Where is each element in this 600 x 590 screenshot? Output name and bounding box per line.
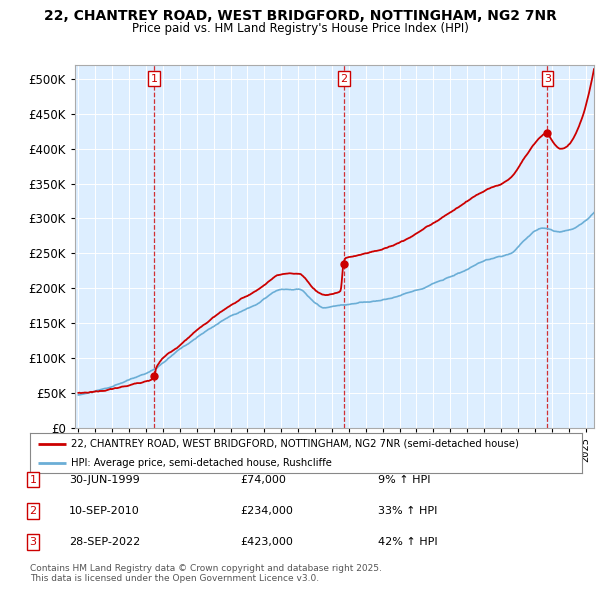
Text: 1: 1 — [29, 475, 37, 484]
Text: £234,000: £234,000 — [240, 506, 293, 516]
Text: 30-JUN-1999: 30-JUN-1999 — [69, 475, 140, 484]
Text: 22, CHANTREY ROAD, WEST BRIDGFORD, NOTTINGHAM, NG2 7NR: 22, CHANTREY ROAD, WEST BRIDGFORD, NOTTI… — [44, 9, 556, 23]
Text: 3: 3 — [29, 537, 37, 547]
Text: 2: 2 — [340, 74, 347, 84]
Text: Contains HM Land Registry data © Crown copyright and database right 2025.
This d: Contains HM Land Registry data © Crown c… — [30, 563, 382, 583]
Text: 9% ↑ HPI: 9% ↑ HPI — [378, 475, 431, 484]
Text: Price paid vs. HM Land Registry's House Price Index (HPI): Price paid vs. HM Land Registry's House … — [131, 22, 469, 35]
Text: 1: 1 — [151, 74, 158, 84]
Text: 28-SEP-2022: 28-SEP-2022 — [69, 537, 140, 547]
Text: 33% ↑ HPI: 33% ↑ HPI — [378, 506, 437, 516]
Text: 10-SEP-2010: 10-SEP-2010 — [69, 506, 140, 516]
Text: HPI: Average price, semi-detached house, Rushcliffe: HPI: Average price, semi-detached house,… — [71, 458, 332, 468]
Text: 22, CHANTREY ROAD, WEST BRIDGFORD, NOTTINGHAM, NG2 7NR (semi-detached house): 22, CHANTREY ROAD, WEST BRIDGFORD, NOTTI… — [71, 439, 519, 449]
Text: 42% ↑ HPI: 42% ↑ HPI — [378, 537, 437, 547]
Text: £423,000: £423,000 — [240, 537, 293, 547]
Text: £74,000: £74,000 — [240, 475, 286, 484]
Text: 3: 3 — [544, 74, 551, 84]
Text: 2: 2 — [29, 506, 37, 516]
